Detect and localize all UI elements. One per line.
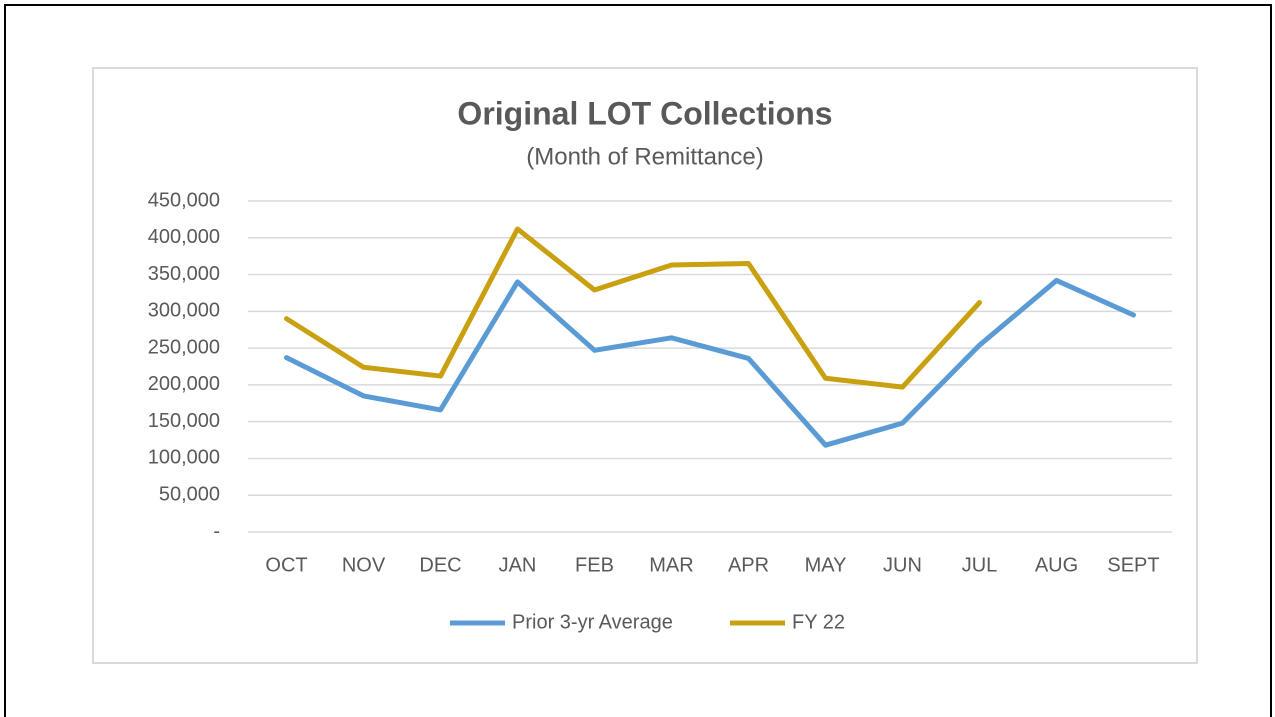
x-tick-label: JAN — [499, 554, 537, 576]
y-tick-label: 350,000 — [148, 263, 220, 285]
legend-label: FY 22 — [792, 611, 845, 633]
y-tick-label: 200,000 — [148, 373, 220, 395]
series-line — [284, 277, 1136, 448]
chart-title: Original LOT Collections — [457, 95, 832, 131]
y-tick-label: 450,000 — [148, 189, 220, 211]
y-tick-label: 50,000 — [159, 484, 220, 506]
y-tick-label: 150,000 — [148, 410, 220, 432]
y-tick-label: 250,000 — [148, 336, 220, 358]
chart-subtitle: (Month of Remittance) — [526, 143, 763, 170]
x-tick-label: AUG — [1035, 554, 1078, 576]
y-tick-label: 100,000 — [148, 447, 220, 469]
x-tick-label: JUL — [962, 554, 998, 576]
series-line — [284, 226, 982, 390]
chart-frame — [92, 67, 1198, 664]
x-tick-label: MAY — [805, 554, 847, 576]
y-tick-label: 400,000 — [148, 226, 220, 248]
x-tick-label: MAR — [649, 554, 693, 576]
x-tick-label: NOV — [342, 554, 386, 576]
x-tick-label: JUN — [883, 554, 922, 576]
x-tick-label: SEPT — [1107, 554, 1159, 576]
x-tick-label: OCT — [265, 554, 307, 576]
x-tick-label: FEB — [575, 554, 614, 576]
y-tick-label: - — [213, 520, 220, 542]
x-tick-label: APR — [728, 554, 769, 576]
legend-label: Prior 3-yr Average — [512, 611, 673, 633]
y-tick-label: 300,000 — [148, 300, 220, 322]
x-tick-label: DEC — [419, 554, 461, 576]
